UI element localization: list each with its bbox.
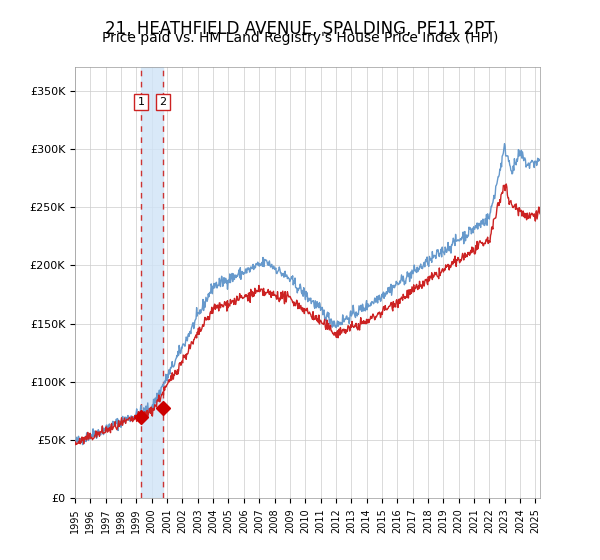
Text: 21, HEATHFIELD AVENUE, SPALDING, PE11 2PT: 21, HEATHFIELD AVENUE, SPALDING, PE11 2P… [105, 20, 495, 38]
Text: 2: 2 [160, 97, 167, 107]
Text: 1: 1 [137, 97, 145, 107]
Bar [141, 67, 163, 498]
Text: Price paid vs. HM Land Registry's House Price Index (HPI): Price paid vs. HM Land Registry's House … [102, 31, 498, 45]
